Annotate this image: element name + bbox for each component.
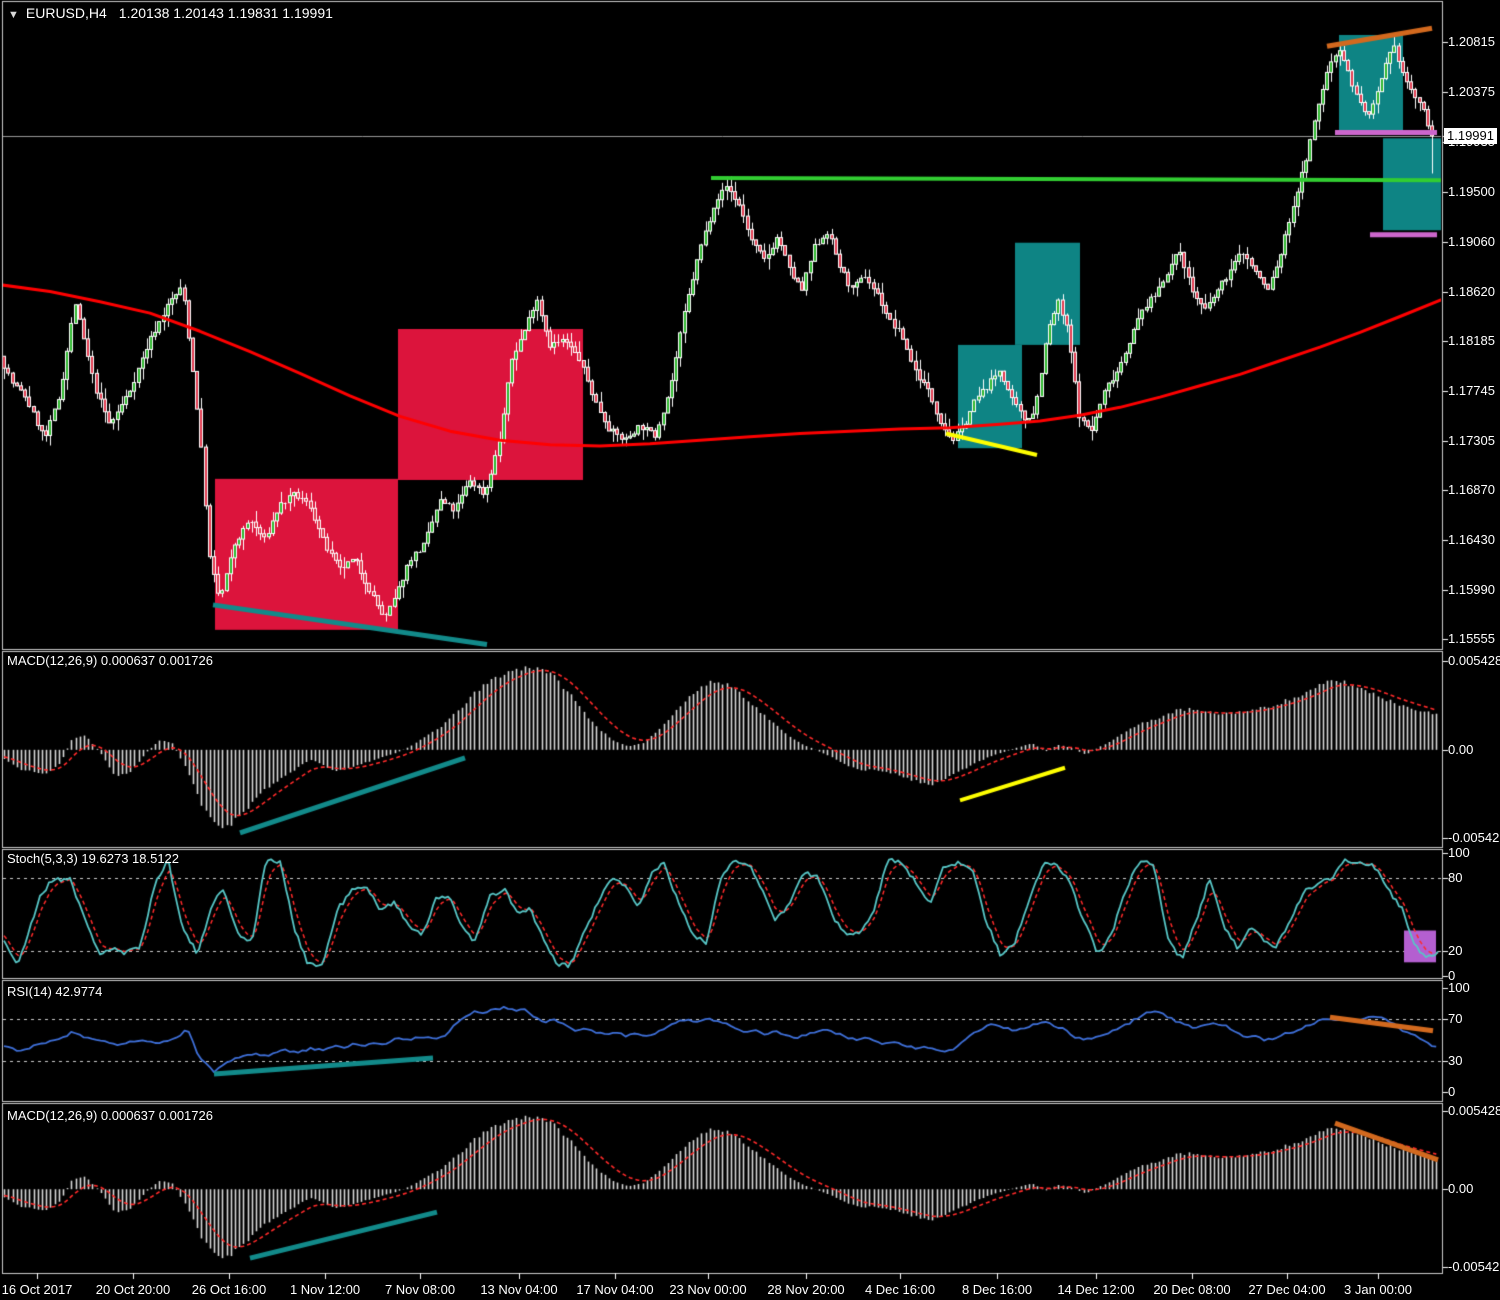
symbol-period-label: EURUSD,H4	[25, 5, 107, 21]
symbol-dropdown-icon[interactable]: ▼	[8, 9, 19, 21]
rsi-panel-label: RSI(14) 42.9774	[7, 984, 103, 999]
macd2-panel-label: MACD(12,26,9) 0.000637 0.001726	[7, 1108, 213, 1123]
ohlc-values: 1.20138 1.20143 1.19831 1.19991	[118, 5, 333, 21]
stoch-panel-label: Stoch(5,3,3) 19.6273 18.5122	[7, 851, 180, 866]
macd-panel-label: MACD(12,26,9) 0.000637 0.001726	[7, 653, 213, 668]
chart-title: ▼ EURUSD,H4 1.20138 1.20143 1.19831 1.1999…	[8, 5, 333, 21]
